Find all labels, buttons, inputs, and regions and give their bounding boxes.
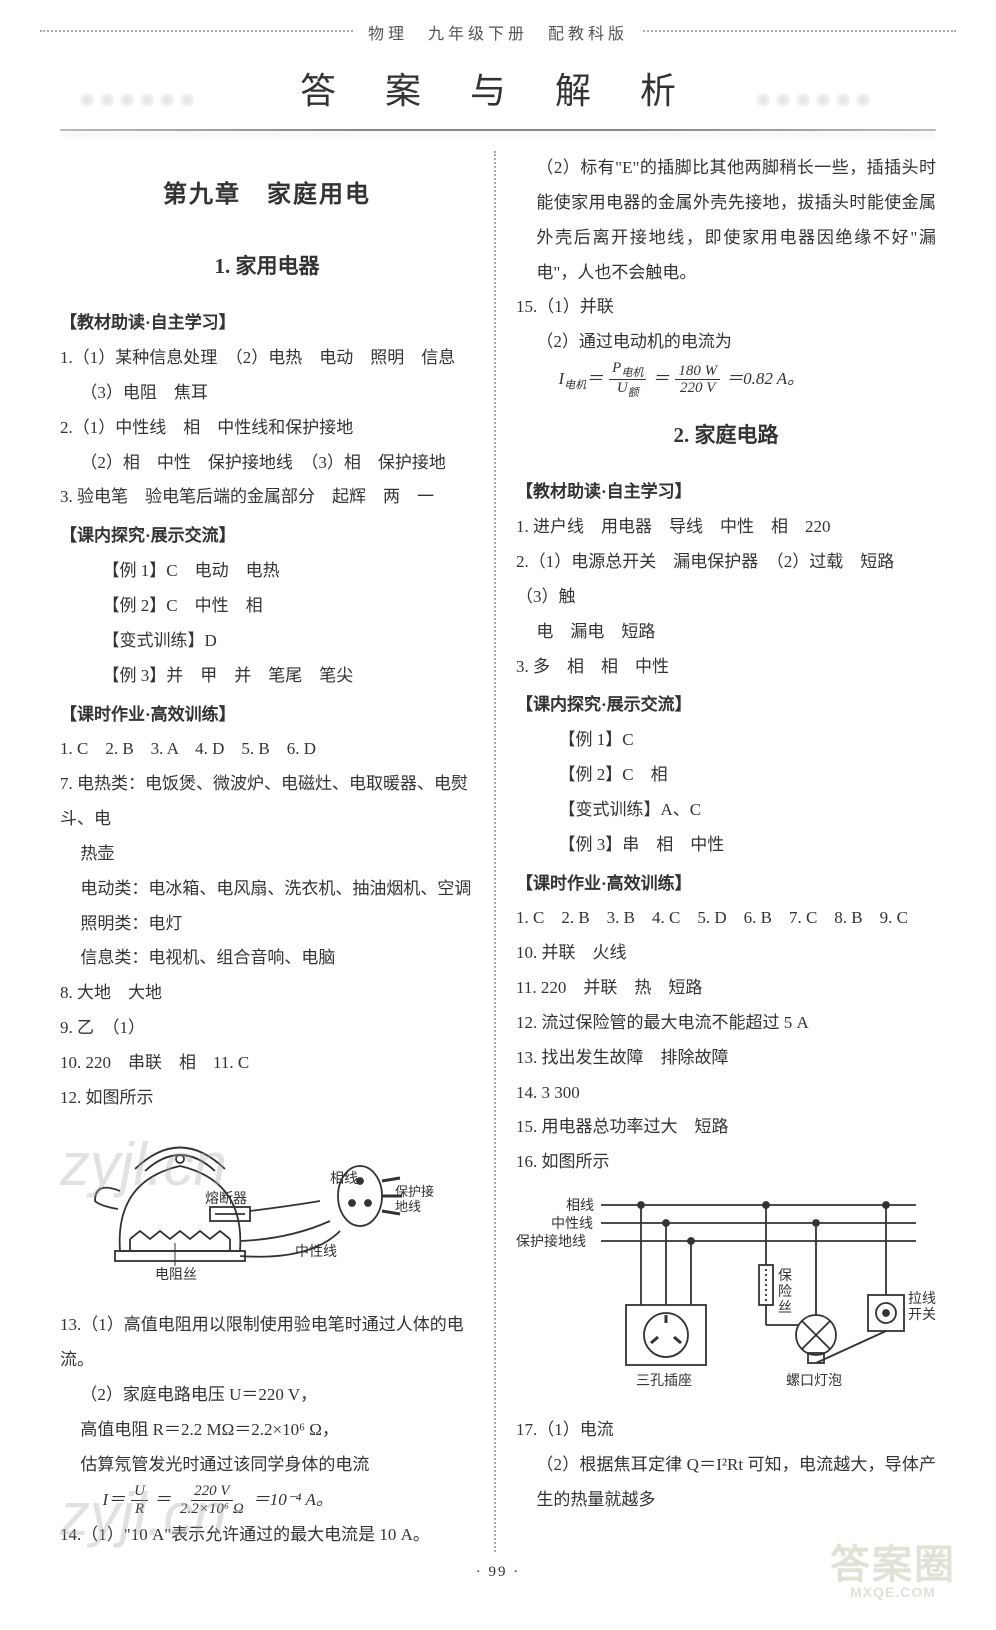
left-e1: 【例 1】C 电动 电热 [60, 554, 474, 589]
right-column: （2）标有"E"的插脚比其他两脚稍长一些，插插头时能使家用电器的金属外壳先接地，… [496, 151, 936, 1552]
left-l1: 1.（1）某种信息处理 （2）电热 电动 照明 信息 [60, 341, 474, 376]
watermark-corner: 答案圈 MXQE.COM [830, 1532, 956, 1600]
two-column-layout: 第九章 家庭用电 1. 家用电器 【教材助读·自主学习】 1.（1）某种信息处理… [60, 151, 936, 1552]
left-a13e: I＝ UR ＝ 220 V2.2×10⁶ Ω ＝10⁻⁴ A。 [60, 1483, 474, 1518]
left-e2: 【例 2】C 中性 相 [60, 589, 474, 624]
left-h2: 【课内探究·展示交流】 [60, 519, 474, 554]
main-title-wrap: 答 案 与 解 析 [0, 62, 996, 114]
fig2-phase: 相线 [566, 1198, 594, 1214]
right-h2: 【课内探究·展示交流】 [516, 688, 936, 723]
left-e4: 【例 3】并 甲 并 笔尾 笔尖 [60, 659, 474, 694]
left-h3: 【课时作业·高效训练】 [60, 698, 474, 733]
right-15: 15.（1）并联 [516, 290, 936, 325]
left-h1: 【教材助读·自主学习】 [60, 306, 474, 341]
title-decor-left [80, 88, 240, 112]
right-15f: I电机＝ P电机U额 ＝ 180 W220 V ＝0.82 A。 [516, 360, 936, 399]
left-a7c: 电动类：电冰箱、电风扇、洗衣机、抽油烟机、空调 [60, 872, 474, 907]
fig1-phase-label: 相线 [330, 1171, 358, 1187]
left-a13: 13.（1）高值电阻用以限制使用验电笔时通过人体的电流。 [60, 1308, 474, 1378]
right-14b: （2）标有"E"的插脚比其他两脚稍长一些，插插头时能使家用电器的金属外壳先接地，… [516, 151, 936, 290]
left-column: 第九章 家庭用电 1. 家用电器 【教材助读·自主学习】 1.（1）某种信息处理… [60, 151, 494, 1552]
left-a10: 10. 220 串联 相 11. C [60, 1046, 474, 1081]
left-l2: 2.（1）中性线 相 中性线和保护接地 [60, 411, 474, 446]
right-15b: （2）通过电动机的电流为 [516, 325, 936, 360]
left-a7: 7. 电热类：电饭煲、微波炉、电磁灶、电取暖器、电熨斗、电 [60, 767, 474, 837]
left-a9: 9. 乙 （1） [60, 1011, 474, 1046]
left-a7d: 照明类：电灯 [60, 907, 474, 942]
title-underline [60, 129, 936, 131]
left-a1: 1. C 2. B 3. A 4. D 5. B 6. D [60, 732, 474, 767]
right-a15: 15. 用电器总功率过大 短路 [516, 1110, 936, 1145]
left-e3: 【变式训练】D [60, 624, 474, 659]
right-a10: 10. 并联 火线 [516, 936, 936, 971]
left-a13b: （2）家庭电路电压 U＝220 V， [60, 1378, 474, 1413]
right-a11: 11. 220 并联 热 短路 [516, 971, 936, 1006]
title-decor-right [756, 88, 916, 112]
left-a7e: 信息类：电视机、组合音响、电脑 [60, 941, 474, 976]
left-a7b: 热壶 [60, 837, 474, 872]
main-title: 答 案 与 解 析 [280, 62, 716, 114]
fig2-bulb: 螺口灯泡 [786, 1373, 842, 1389]
right-l2: 2.（1）电源总开关 漏电保护器 （2）过载 短路 （3）触 [516, 545, 936, 615]
top-dotted-border: 物理 九年级下册 配教科版 [40, 30, 956, 32]
right-a13: 13. 找出发生故障 排除故障 [516, 1041, 936, 1076]
fig2-socket: 三孔插座 [636, 1373, 692, 1389]
section-2-title: 2. 家庭电路 [516, 414, 936, 457]
fig2-neutral: 中性线 [551, 1216, 593, 1232]
right-l2b: 电 漏电 短路 [516, 615, 936, 650]
section-1-title: 1. 家用电器 [60, 245, 474, 288]
left-a13d: 估算氖管发光时通过该同学身体的电流 [60, 1448, 474, 1483]
chapter-title: 第九章 家庭用电 [60, 171, 474, 220]
right-e3: 【变式训练】A、C [516, 793, 936, 828]
svg-text:开关: 开关 [908, 1307, 936, 1323]
right-l3: 3. 多 相 相 中性 [516, 650, 936, 685]
right-e2: 【例 2】C 相 [516, 758, 936, 793]
figure-circuit: 相线 中性线 保护接地线 保 险 丝 拉线 开关 三孔插座 螺口灯泡 [516, 1185, 936, 1408]
right-h1: 【教材助读·自主学习】 [516, 475, 936, 510]
svg-text:丝: 丝 [778, 1300, 792, 1316]
svg-text:险: 险 [778, 1284, 792, 1300]
left-a8: 8. 大地 大地 [60, 976, 474, 1011]
left-a12: 12. 如图所示 [60, 1081, 474, 1116]
left-l2b: （2）相 中性 保护接地线 （3）相 保护接地 [60, 446, 474, 481]
fig1-ground-label: 保护接 [395, 1184, 434, 1199]
right-a14: 14. 3 300 [516, 1076, 936, 1111]
right-l1: 1. 进户线 用电器 导线 中性 相 220 [516, 510, 936, 545]
fig1-neutral-label: 中性线 [295, 1244, 337, 1260]
left-l1b: （3）电阻 焦耳 [60, 376, 474, 411]
right-e4: 【例 3】串 相 中性 [516, 828, 936, 863]
svg-text:拉线: 拉线 [908, 1291, 936, 1307]
left-a14: 14.（1）"10 A"表示允许通过的最大电流是 10 A。 [60, 1518, 474, 1553]
right-h3: 【课时作业·高效训练】 [516, 867, 936, 902]
right-e1: 【例 1】C [516, 723, 936, 758]
figure-kettle: 熔断器 电阻丝 相线 中性线 保护接 地线 [60, 1121, 474, 1304]
header-label: 物理 九年级下册 配教科版 [353, 20, 643, 44]
right-a17: 17.（1）电流 [516, 1413, 936, 1448]
left-l3: 3. 验电笔 验电笔后端的金属部分 起辉 两 一 [60, 480, 474, 515]
left-a13c: 高值电阻 R＝2.2 MΩ＝2.2×10⁶ Ω， [60, 1413, 474, 1448]
svg-text:地线: 地线 [395, 1199, 421, 1214]
fig2-ground: 保护接地线 [516, 1233, 586, 1250]
fig1-fuse-label: 熔断器 [205, 1191, 247, 1207]
fig1-resist-label: 电阻丝 [155, 1267, 197, 1283]
right-a12: 12. 流过保险管的最大电流不能超过 5 A [516, 1006, 936, 1041]
svg-text:保: 保 [778, 1268, 792, 1284]
right-a17b: （2）根据焦耳定律 Q＝I²Rt 可知，电流越大，导体产生的热量就越多 [516, 1448, 936, 1518]
right-a16: 16. 如图所示 [516, 1145, 936, 1180]
right-a1: 1. C 2. B 3. B 4. C 5. D 6. B 7. C 8. B … [516, 901, 936, 936]
